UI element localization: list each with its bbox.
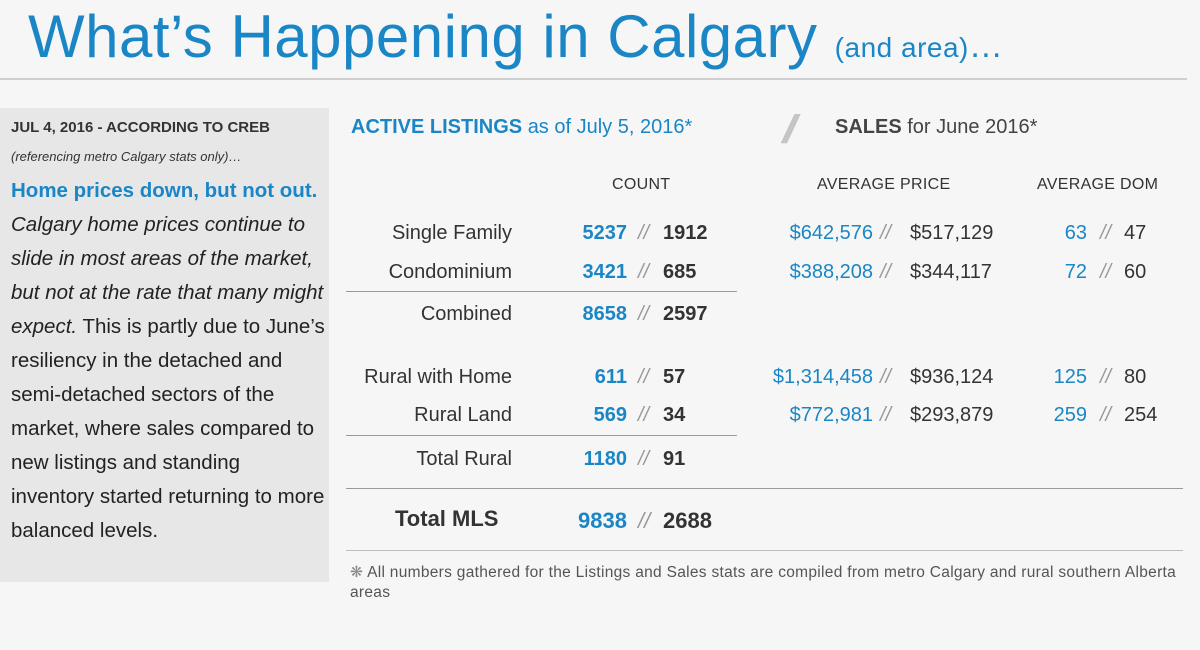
title-sub: (and area) (834, 32, 969, 63)
active-listings-header: ACTIVE LISTINGS as of July 5, 2016* (351, 116, 692, 139)
count-active: 5237 (582, 222, 628, 244)
dom-sales: 254 (1124, 404, 1158, 426)
total-divider (346, 488, 1183, 489)
footnote: ❋ All numbers gathered for the Listings … (350, 563, 1190, 603)
price-sales: $344,117 (910, 261, 992, 283)
slash-separator: // (1100, 222, 1112, 244)
row-label: Rural with Home (364, 366, 512, 388)
slash-separator: // (638, 404, 650, 426)
slash-separator: // (638, 222, 650, 244)
title-main: What’s Happening in Calgary (28, 3, 818, 70)
row-label: Condominium (388, 261, 512, 283)
header-separator: // (783, 108, 798, 152)
active-listings-date: as of July 5, 2016* (527, 116, 693, 138)
active-listings-label: ACTIVE LISTINGS (351, 116, 523, 138)
price-active: $772,981 (789, 404, 873, 426)
dom-active: 125 (1053, 366, 1087, 388)
count-active: 1180 (583, 448, 627, 470)
article-headline: Home prices down, but not out. (11, 179, 318, 202)
slash-separator: // (880, 261, 892, 283)
asterisk-icon: ❋ (350, 564, 364, 581)
count-sales: 2597 (663, 303, 708, 325)
dom-sales: 80 (1124, 366, 1147, 388)
rural-subtotal-divider (346, 435, 737, 436)
slash-separator: // (638, 508, 651, 533)
slash-separator: // (1100, 261, 1112, 283)
count-active: 8658 (582, 303, 628, 325)
total-count-sales: 2688 (663, 508, 712, 533)
price-sales: $936,124 (910, 366, 994, 388)
count-active: 569 (593, 404, 627, 426)
price-active: $642,576 (789, 222, 873, 244)
footnote-divider (346, 550, 1183, 551)
sales-label: SALES (835, 116, 902, 138)
count-sales: 1912 (663, 222, 708, 244)
total-label: Total MLS (395, 506, 499, 531)
price-active: $388,208 (789, 261, 873, 283)
title-ellipsis: … (968, 27, 1004, 65)
news-sidebar: JUL 4, 2016 - ACCORDING TO CREB (referen… (0, 108, 329, 582)
price-sales: $517,129 (910, 222, 994, 244)
row-label: Single Family (391, 222, 512, 244)
slash-separator: // (638, 261, 650, 283)
total-count-active: 9838 (578, 508, 627, 533)
slash-separator: // (638, 448, 650, 470)
article-italic-text: Calgary home prices continue to slide in… (11, 213, 324, 338)
dom-active: 72 (1064, 261, 1087, 283)
sales-date: for June 2016* (907, 116, 1038, 138)
count-active: 611 (594, 366, 627, 388)
slash-separator: // (638, 366, 650, 388)
count-sales: 34 (663, 404, 686, 426)
column-header-price: AVERAGE PRICE (817, 176, 951, 193)
row-label: Combined (420, 303, 512, 325)
row-label: Total Rural (416, 448, 512, 470)
count-sales: 57 (663, 366, 686, 388)
footnote-text: All numbers gathered for the Listings an… (350, 564, 1177, 601)
slash-separator: // (880, 404, 892, 426)
row-label: Rural Land (414, 404, 512, 426)
slash-separator: // (880, 222, 892, 244)
dom-active: 259 (1053, 404, 1087, 426)
slash-separator: // (880, 366, 892, 388)
sidebar-date: JUL 4, 2016 - ACCORDING TO CREB (11, 119, 270, 136)
price-sales: $293,879 (910, 404, 994, 426)
slash-separator: // (638, 303, 650, 325)
dom-active: 63 (1064, 222, 1087, 244)
dom-sales: 60 (1124, 261, 1147, 283)
column-header-count: COUNT (612, 176, 671, 193)
dom-sales: 47 (1124, 222, 1147, 244)
sidebar-article: Home prices down, but not out. Calgary h… (11, 174, 327, 548)
page-title: What’s Happening in Calgary (and area)… (28, 2, 1003, 83)
count-active: 3421 (582, 261, 628, 283)
sales-header: SALES for June 2016* (835, 116, 1037, 139)
title-divider (0, 78, 1187, 80)
count-sales: 91 (663, 448, 686, 470)
slash-separator: // (1100, 366, 1112, 388)
article-body-text: This is partly due to June’s resiliency … (11, 315, 325, 542)
count-sales: 685 (663, 261, 697, 283)
subtotal-divider (346, 291, 737, 292)
column-header-dom: AVERAGE DOM (1037, 176, 1159, 193)
slash-separator: // (1100, 404, 1112, 426)
sidebar-reference: (referencing metro Calgary stats only)… (11, 149, 242, 164)
price-active: $1,314,458 (772, 366, 873, 388)
